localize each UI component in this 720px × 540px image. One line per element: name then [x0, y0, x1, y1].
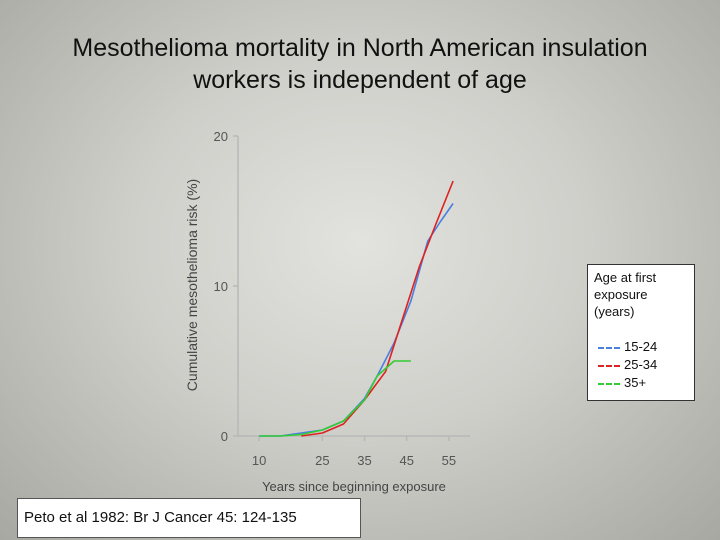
x-tick-label: 35 [357, 453, 371, 468]
legend-item-25-34: 25-34 [598, 357, 657, 373]
legend-item-35-plus: 35+ [598, 375, 646, 391]
chart-axes [237, 136, 470, 437]
slide-title-line-1: Mesothelioma mortality in North American… [72, 34, 648, 62]
x-tick-label: 25 [315, 453, 329, 468]
y-tick-label: 10 [214, 279, 228, 294]
legend-label-15-24: 15-24 [624, 339, 658, 354]
x-tick-label: 10 [252, 453, 266, 468]
y-tick-label: 0 [221, 429, 228, 444]
series-line-25-34 [301, 180, 454, 437]
citation: Peto et al 1982: Br J Cancer 45: 124-135 [17, 498, 361, 538]
legend-swatch-15-24 [598, 346, 620, 349]
chart-lines [259, 180, 454, 437]
legend-item-15-24: 15-24 [598, 339, 657, 355]
legend-title: Age at first exposure (years) [594, 270, 657, 319]
slide-title: Mesothelioma mortality in North American… [20, 32, 700, 96]
slide-title-line-2: workers is independent of age [193, 66, 527, 94]
legend-label-35-plus: 35+ [624, 375, 647, 390]
series-line-35-plus [259, 360, 411, 437]
legend-swatch-25-34 [598, 364, 620, 367]
x-axis-label: Years since beginning exposure [262, 479, 446, 494]
series-line-15-24 [259, 203, 454, 437]
y-tick-label: 20 [214, 129, 228, 144]
legend-label-25-34: 25-34 [624, 357, 658, 372]
chart-legend: Age at first exposure (years) 15-24 25-3… [587, 264, 695, 401]
legend-swatch-35-plus [598, 382, 620, 385]
chart-ticks: 0 10 20 10 25 35 45 55 [214, 129, 457, 468]
x-tick-label: 55 [442, 453, 456, 468]
x-tick-label: 45 [399, 453, 413, 468]
y-axis-label: Cumulative mesothelioma risk (%) [184, 179, 200, 391]
